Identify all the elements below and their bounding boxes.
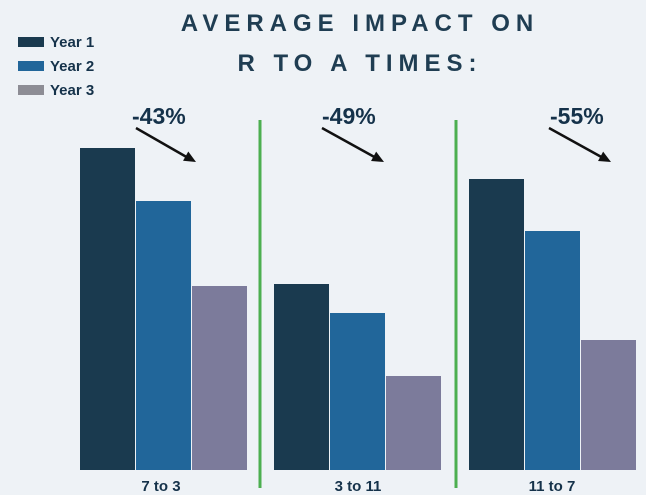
trend-arrow-icon [548, 126, 611, 162]
category-label-1: 7 to 3 [141, 478, 181, 495]
bar-year-2-3 [525, 231, 580, 470]
legend-swatch [18, 61, 44, 71]
legend-label: Year 3 [50, 81, 95, 99]
bar-year-3-3 [581, 340, 636, 470]
legend: Year 1 Year 2 Year 3 [18, 30, 94, 102]
legend-swatch [18, 37, 44, 47]
bar-year-2-1 [136, 201, 191, 470]
legend-item-year-2: Year 2 [18, 54, 94, 78]
legend-label: Year 1 [50, 33, 95, 51]
change-label-group-3: -55% [550, 103, 604, 129]
bar-year-1-2 [274, 284, 329, 470]
trend-arrow-icon [321, 126, 384, 162]
category-label-3: 11 to 7 [528, 478, 576, 495]
bar-year-1-3 [469, 179, 524, 470]
bar-year-3-2 [386, 376, 441, 470]
chart-title-line-2: R TO A TIMES: [237, 50, 483, 77]
bar-year-3-1 [192, 286, 247, 470]
bar-year-2-2 [330, 313, 385, 470]
chart-title-line-1: AVERAGE IMPACT ON [180, 10, 540, 37]
trend-arrow-icon [135, 126, 196, 162]
legend-label: Year 2 [50, 57, 95, 75]
legend-item-year-3: Year 3 [18, 78, 94, 102]
category-label-2: 3 to 11 [334, 478, 382, 495]
change-label-group-1: -43% [132, 103, 186, 129]
change-label-group-2: -49% [322, 103, 376, 129]
bar-year-1-1 [80, 148, 135, 470]
legend-swatch [18, 85, 44, 95]
legend-item-year-1: Year 1 [18, 30, 94, 54]
